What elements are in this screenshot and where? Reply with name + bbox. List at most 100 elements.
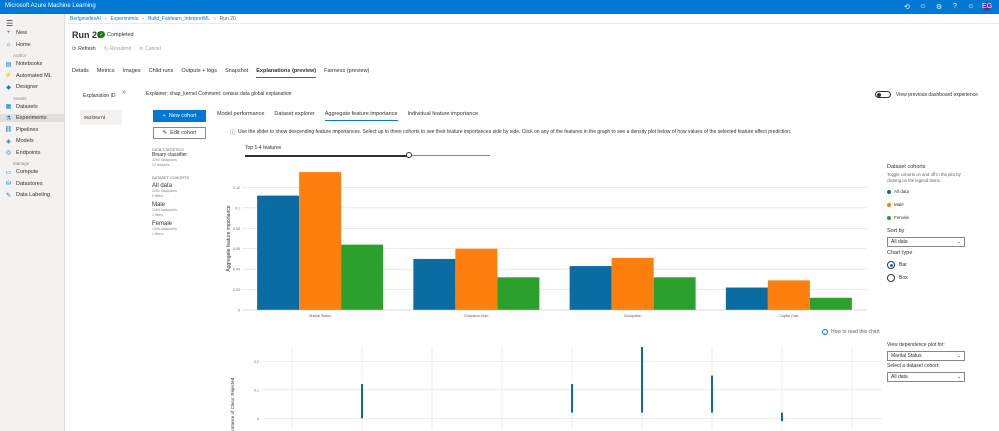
bar-female-2[interactable] [653,277,696,310]
cancel-icon: ⊘ [139,46,144,52]
dependence-feature-dropdown[interactable]: Marital Status ⌄ [887,351,965,361]
chart-type-bar-radio[interactable]: Bar [887,261,967,269]
breadcrumb-item[interactable]: Build_Fairlearn_InterpretML [148,16,210,22]
resubmit-button[interactable]: ↻ Resubmit [103,46,132,52]
y-tick-label: 0.04 [233,268,240,272]
radio-icon [887,274,895,282]
subtab-aggregate-feature-importance[interactable]: Aggregate feature importance [324,111,398,121]
y-tick-label: 0.12 [233,186,240,190]
bar-all-data-0[interactable] [257,195,300,310]
bar-male-3[interactable] [767,280,810,310]
sidebar-item-datastores[interactable]: ⛁ Datastores [5,180,43,188]
bar-male-1[interactable] [455,248,498,310]
dependence-cohort-dropdown[interactable]: All data ⌄ [887,372,965,382]
nav-icon: ✎ [5,192,12,199]
edit-cohort-button[interactable]: ✎ Edit cohort [153,127,206,139]
subtab-dataset-explorer[interactable]: Dataset explorer [274,111,315,117]
explanation-panel: Explanation ID » 962f36e7d [80,89,126,130]
bar-male-2[interactable] [611,257,654,310]
legend-title: Dataset cohorts [887,164,926,170]
chevron-right-icon: › [104,16,107,22]
tab-explanations-preview[interactable]: Explanations (preview) [256,68,317,78]
bar-all-data-1[interactable] [413,258,456,310]
gear-icon[interactable]: ⚙ [935,3,943,11]
chart-type-box-radio[interactable]: Box [887,274,967,282]
help-icon[interactable]: ? [953,3,957,10]
sidebar-item-endpoints[interactable]: ◎ Endpoints [5,149,41,157]
sidebar-item-automated-ml[interactable]: ⚡ Automated ML [4,72,52,80]
feedback-icon[interactable]: ☺ [967,3,975,10]
x-tick-label: Capital Gain [779,314,798,318]
sidebar-item-notebooks[interactable]: ▤ Notebooks [5,61,43,68]
cohort-item[interactable]: All data 3260 datapoints 0 filters [152,183,177,198]
breadcrumb-item[interactable]: BerlginsdevAI [70,16,101,22]
sidebar-item-data-labeling[interactable]: ✎ Data Labeling [5,192,50,199]
tab-metrics[interactable]: Metrics [96,68,115,74]
bar-female-3[interactable] [809,297,852,310]
check-icon: ✓ [98,31,105,38]
explanation-id-item[interactable]: 962f36e7d [80,110,122,125]
tab-images[interactable]: Images [122,68,141,74]
legend-swatch [887,202,891,207]
collapse-icon[interactable]: » [122,89,126,96]
run-tabs: Details Metrics Images Child runs Outputs + … [72,68,369,78]
refresh-icon: ⟳ [72,46,77,52]
smile-icon[interactable]: ☺ [919,3,927,10]
chevron-right-icon: › [142,16,144,22]
feature-slider-thumb[interactable] [406,152,413,158]
y-tick-label: 0.2 [254,360,259,364]
refresh-button[interactable]: ⟳ Refresh [72,46,96,52]
previous-dashboard-toggle[interactable]: View previous dashboard experience [875,91,978,98]
tab-child-runs[interactable]: Child runs [148,68,174,74]
bar-all-data-2[interactable] [569,266,612,310]
tab-snapshot[interactable]: Snapshot [224,68,249,74]
tab-details[interactable]: Details [72,68,89,74]
radio-icon [887,261,895,269]
hamburger-icon[interactable]: ☰ [6,19,14,28]
nav-icon: ◎ [5,150,12,156]
history-icon[interactable]: ⟲ [904,3,910,11]
toggle-label: View previous dashboard experience [896,91,978,98]
feature-slider-fill [245,154,410,157]
sidebar-item-home[interactable]: ⌂ Home [6,41,31,48]
breadcrumb-item: Run 20 [219,16,236,22]
breadcrumb-item[interactable]: Experiments [110,16,139,22]
bar-male-0[interactable] [299,172,342,310]
bar-female-0[interactable] [341,244,384,310]
toggle-switch[interactable] [875,91,891,98]
bar-female-1[interactable] [497,277,540,310]
legend-item-female[interactable]: Female [887,215,967,220]
sidebar-item-pipelines[interactable]: ⛓ Pipelines [4,126,39,134]
legend-item-male[interactable]: Male [887,202,967,207]
subtab-individual-feature-importance[interactable]: Individual feature importance [407,111,479,117]
sort-by-dropdown[interactable]: All data ⌄ [887,237,965,247]
chart-options-panel: Dataset cohorts Toggle cohorts on and of… [887,164,967,282]
sidebar-item-datasets[interactable]: ▦ Datasets [5,103,38,111]
nav-icon: ⛓ [4,127,13,133]
sidebar-item-new[interactable]: + New [6,30,28,36]
chevron-down-icon: ⌄ [956,239,961,245]
sidebar-item-compute[interactable]: ▭ Compute [5,169,39,176]
dependence-label: View dependence plot for: [887,342,945,348]
tab-fairness-preview[interactable]: Fairness (preview) [324,68,370,74]
bar-all-data-3[interactable] [725,287,768,310]
feature-importance-chart[interactable]: 0 0.02 0.04 0.06 0.08 0.1 0.12 Aggregate featur… [222,162,882,322]
legend-swatch [887,215,891,220]
cohort-item[interactable]: Male 2164 datapoints 1 filters [152,202,177,217]
page-title: Run 20 [72,30,103,40]
cohort-item[interactable]: Female 1096 datapoints 1 filters [152,221,177,236]
y-tick-label: 0.1 [254,388,259,392]
sidebar-item-designer[interactable]: ◆ Designer [6,84,39,91]
cancel-button[interactable]: ⊘ Cancel [139,46,161,52]
action-bar: ⟳ Refresh ↻ Resubmit ⊘ Cancel [72,46,161,52]
tab-outputs-logs[interactable]: Outputs + logs [181,68,217,74]
dependence-plot[interactable]: 0 0.1 0.2 Importance of Class: Rejected [222,342,882,431]
subtab-model-performance[interactable]: Model performance [217,111,265,117]
legend-item-all-data[interactable]: All data [887,189,967,194]
new-cohort-button[interactable]: + New cohort [153,110,206,122]
sidebar-item-models[interactable]: ◈ Models [6,138,34,145]
how-to-read-link[interactable]: i How to read this chart [822,329,880,335]
sidebar-item-experiments[interactable]: ⚗ Experiments [0,114,65,122]
avatar[interactable]: EG [981,2,993,11]
top-bar: Microsoft Azure Machine Learning ⟲ ☺ ⚙ ?… [0,0,999,14]
